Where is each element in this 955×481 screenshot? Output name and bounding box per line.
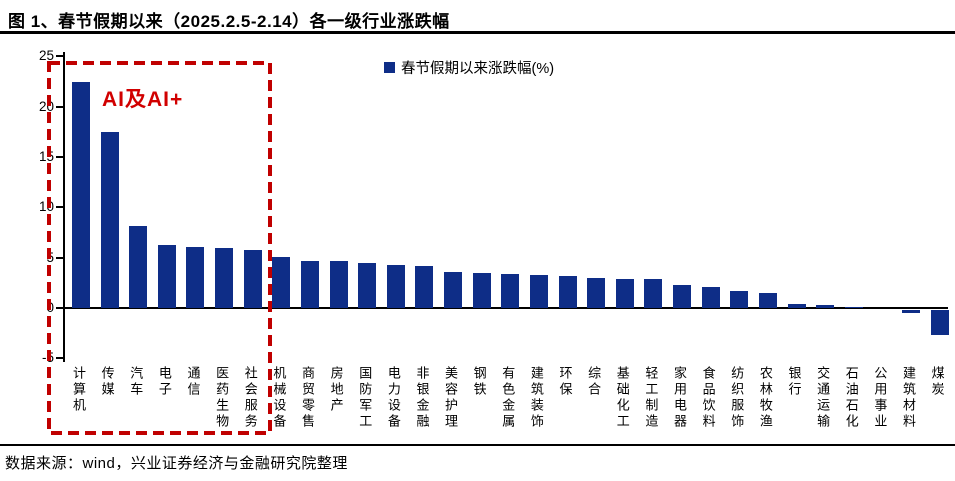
bar-有色金属	[501, 273, 520, 308]
category-label-轻工制造: 轻工制造	[643, 366, 659, 430]
y-tick-mark	[56, 155, 64, 158]
category-label-建筑材料: 建筑材料	[900, 366, 916, 430]
bar-机械设备	[272, 256, 291, 308]
category-label-银行: 银行	[786, 366, 802, 398]
y-tick-mark	[56, 55, 64, 58]
bar-环保	[558, 275, 577, 308]
category-label-建筑装饰: 建筑装饰	[528, 366, 544, 430]
y-tick-mark	[56, 105, 64, 108]
bar-石油石化	[844, 307, 863, 308]
bar-煤炭	[930, 310, 949, 336]
bar-汽车	[129, 226, 148, 308]
bar-电力设备	[386, 264, 405, 308]
legend-label: 春节假期以来涨跌幅(%)	[401, 61, 555, 77]
y-tick-label: 5	[46, 249, 54, 265]
x-axis-zero-line	[63, 307, 948, 309]
y-tick-label: 10	[38, 199, 54, 215]
category-label-房地产: 房地产	[328, 366, 344, 414]
bar-钢铁	[472, 272, 491, 308]
category-label-环保: 环保	[557, 366, 573, 398]
category-label-通信: 通信	[185, 366, 201, 398]
y-tick-mark	[56, 256, 64, 259]
category-label-农林牧渔: 农林牧渔	[757, 366, 773, 430]
category-label-家用电器: 家用电器	[672, 366, 688, 430]
bar-交通运输	[816, 305, 835, 308]
category-label-医药生物: 医药生物	[214, 366, 230, 430]
bar-食品饮料	[701, 286, 720, 308]
y-tick-mark	[56, 307, 64, 309]
legend-swatch-icon	[384, 62, 395, 73]
category-label-综合: 综合	[586, 366, 602, 398]
bar-建筑装饰	[529, 274, 548, 308]
bar-社会服务	[243, 249, 262, 308]
category-label-国防军工: 国防军工	[357, 366, 373, 430]
bar-轻工制造	[644, 278, 663, 308]
bar-美容护理	[444, 271, 463, 308]
bar-商贸零售	[300, 260, 319, 308]
category-label-钢铁: 钢铁	[471, 366, 487, 398]
category-label-交通运输: 交通运输	[815, 366, 831, 430]
category-label-有色金属: 有色金属	[500, 366, 516, 430]
category-label-美容护理: 美容护理	[443, 366, 459, 430]
category-label-基础化工: 基础化工	[614, 366, 630, 430]
category-label-传媒: 传媒	[99, 366, 115, 398]
bar-非银金融	[415, 265, 434, 308]
bar-农林牧渔	[758, 292, 777, 308]
category-label-煤炭: 煤炭	[929, 366, 945, 398]
y-tick-mark	[56, 206, 64, 209]
bar-传媒	[100, 131, 119, 308]
bar-银行	[787, 303, 806, 308]
category-label-汽车: 汽车	[128, 366, 144, 398]
category-label-社会服务: 社会服务	[242, 366, 258, 430]
category-label-非银金融: 非银金融	[414, 366, 430, 430]
bar-建筑材料	[901, 310, 920, 314]
title-divider	[0, 31, 955, 34]
source-note: 数据来源：wind，兴业证券经济与金融研究院整理	[5, 455, 348, 472]
category-label-电子: 电子	[156, 366, 172, 398]
bar-计算机	[72, 82, 90, 308]
category-label-纺织服饰: 纺织服饰	[729, 366, 745, 430]
y-tick-label: 25	[38, 48, 54, 64]
bar-国防军工	[358, 262, 377, 308]
category-label-食品饮料: 食品饮料	[700, 366, 716, 430]
category-label-计算机: 计算机	[71, 366, 86, 414]
bar-纺织服饰	[730, 290, 749, 308]
y-tick-label: -5	[41, 350, 54, 366]
category-label-石油石化: 石油石化	[843, 366, 859, 430]
y-tick-mark	[56, 357, 64, 360]
y-tick-label: 0	[46, 300, 54, 315]
y-tick-label: 15	[38, 148, 54, 164]
bar-家用电器	[673, 284, 692, 308]
bar-通信	[186, 246, 205, 308]
bar-基础化工	[615, 278, 634, 308]
annotation-label: AI及AI+	[102, 88, 184, 111]
category-label-机械设备: 机械设备	[271, 366, 287, 430]
bar-医药生物	[215, 247, 234, 308]
y-tick-label: 20	[38, 98, 54, 114]
category-label-电力设备: 电力设备	[385, 366, 401, 430]
legend: 春节假期以来涨跌幅(%)	[384, 57, 554, 78]
chart-title: 图 1、春节假期以来（2025.2.5-2.14）各一级行业涨跌幅	[8, 12, 450, 31]
bar-房地产	[329, 260, 348, 308]
bar-电子	[157, 244, 176, 308]
category-label-商贸零售: 商贸零售	[299, 366, 315, 430]
category-label-公用事业: 公用事业	[872, 366, 888, 430]
footer-divider	[0, 444, 955, 446]
bar-综合	[587, 277, 606, 308]
